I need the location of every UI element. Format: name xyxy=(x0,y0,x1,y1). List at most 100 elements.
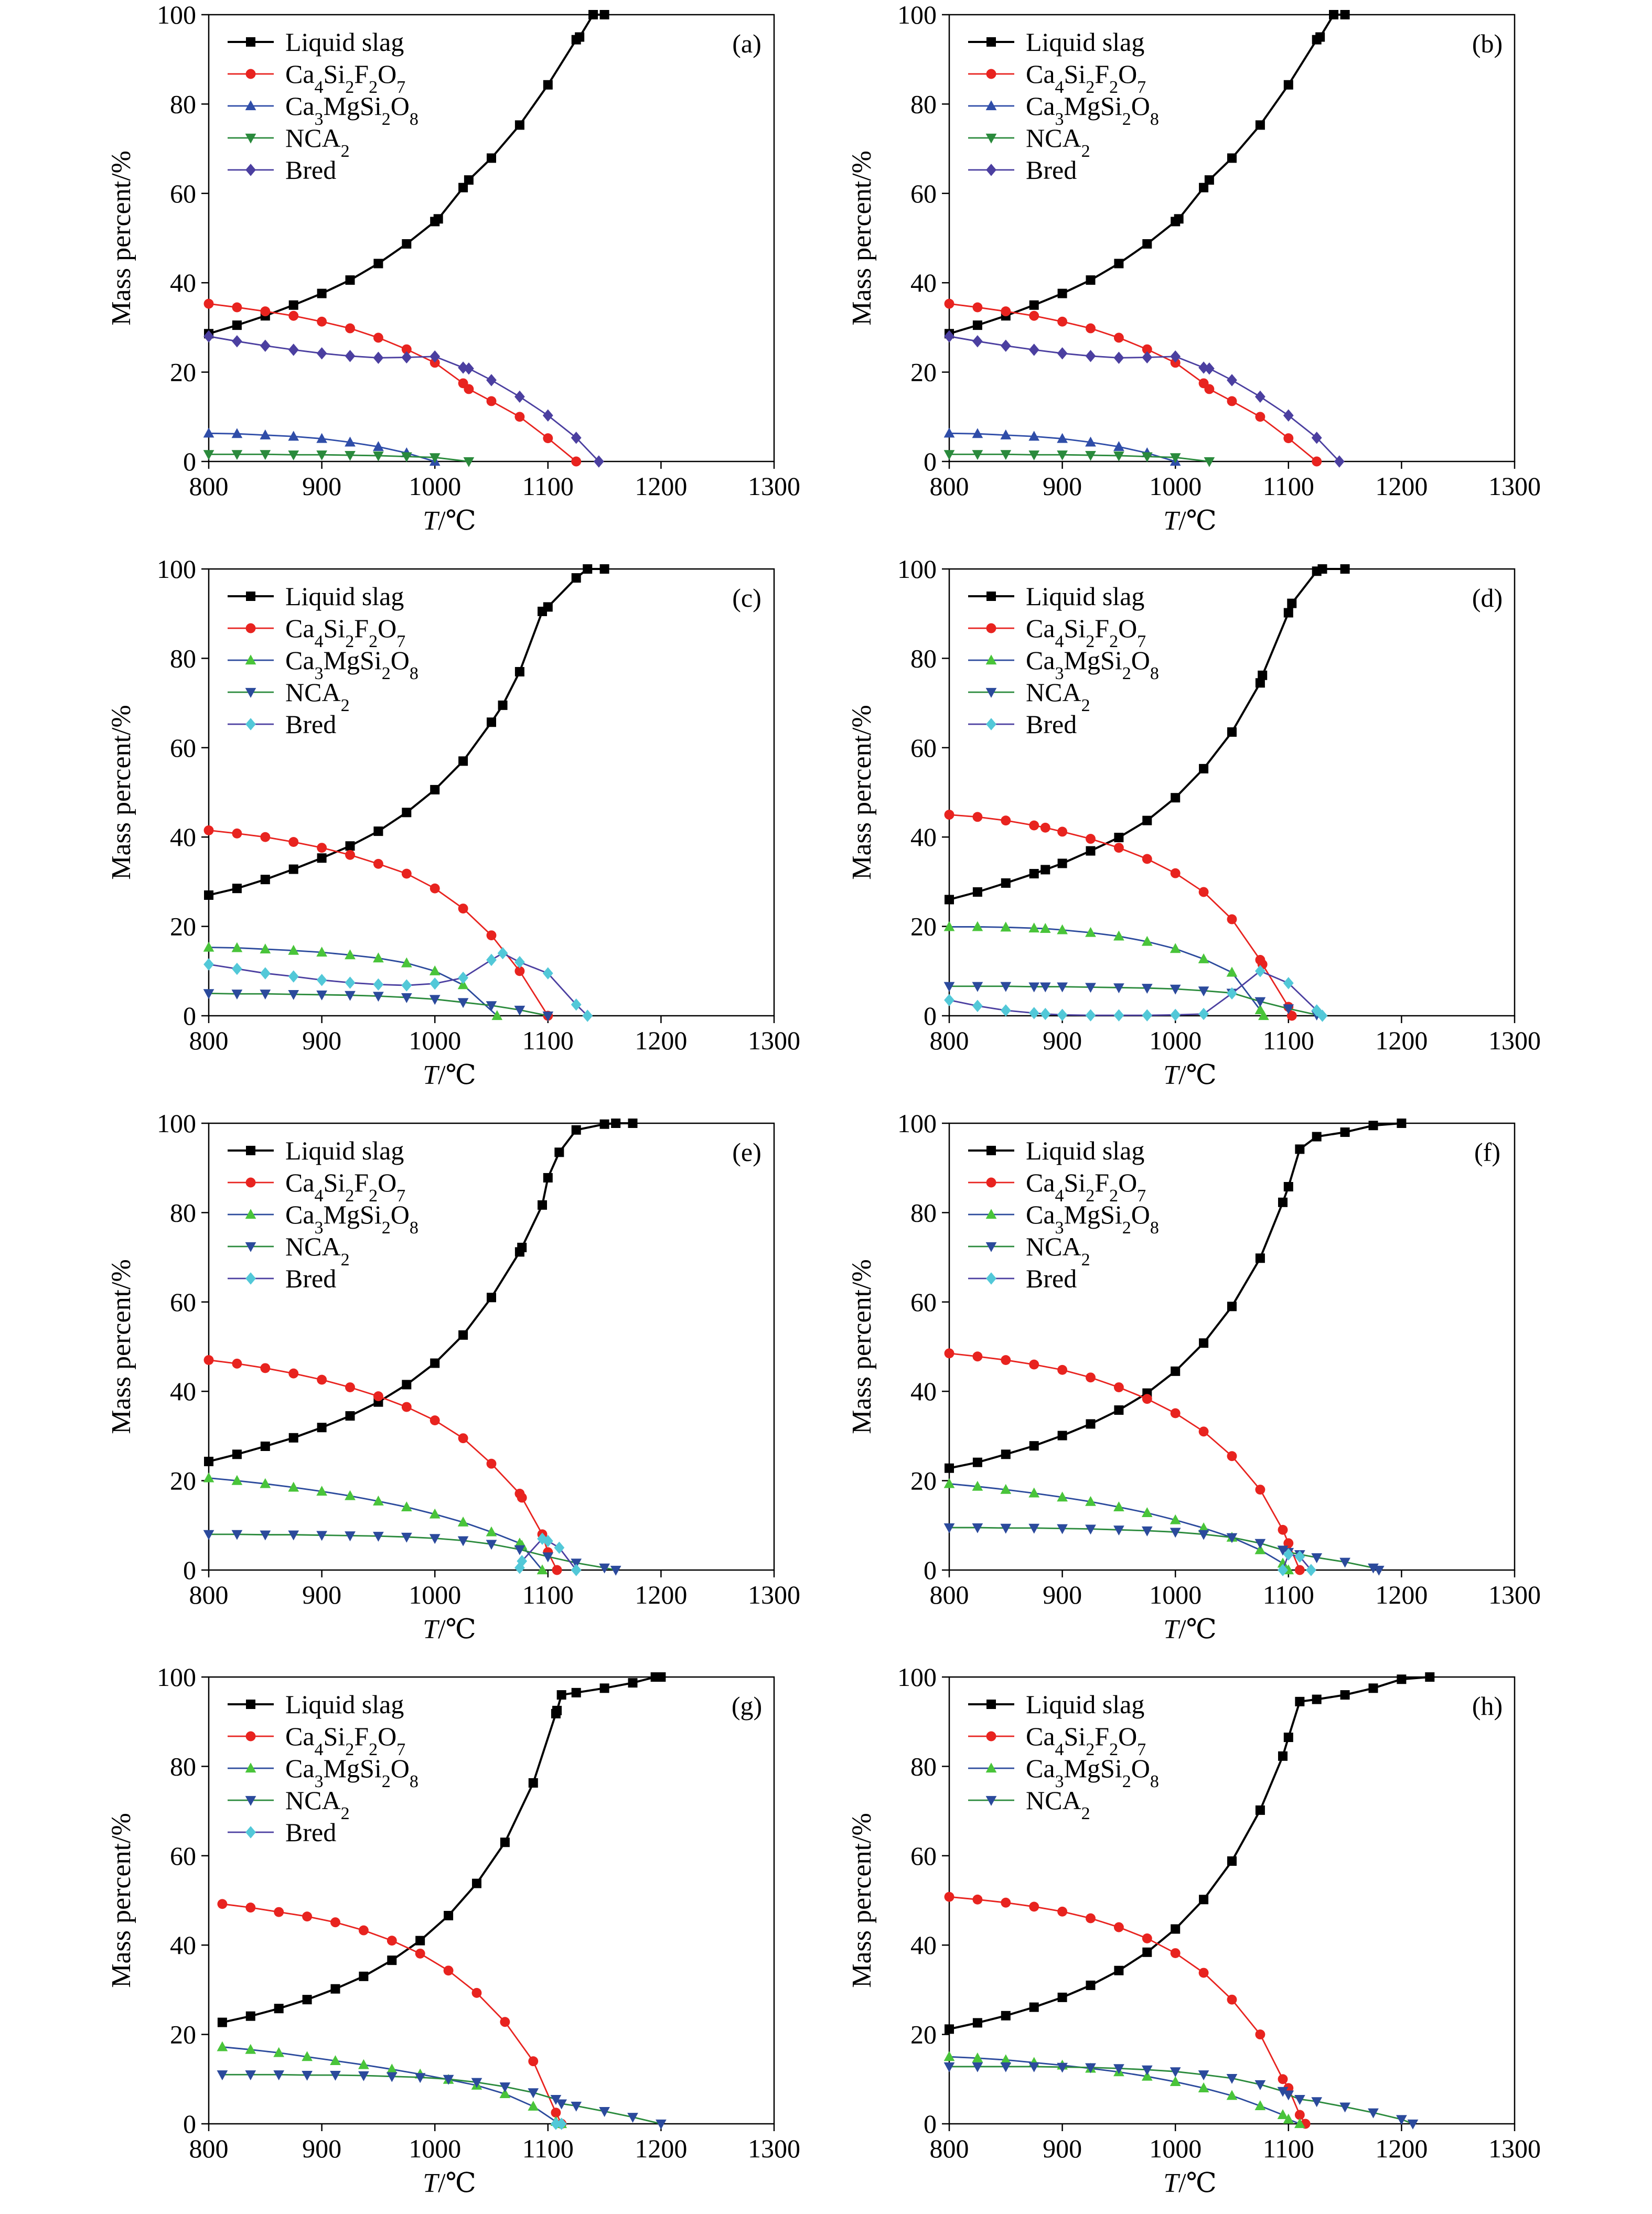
data-point xyxy=(345,450,356,461)
data-point xyxy=(345,949,356,960)
data-point xyxy=(1085,1009,1096,1022)
data-point xyxy=(1198,361,1209,374)
data-point xyxy=(1028,1523,1040,1534)
data-point xyxy=(1204,362,1215,375)
legend-item-ca3mgsi2o8: Ca3MgSi2O8 xyxy=(228,1754,419,1791)
data-point xyxy=(528,1778,538,1788)
data-point xyxy=(588,10,598,19)
legend-marker xyxy=(986,718,996,730)
legend-item-bred: Bred xyxy=(228,1818,336,1847)
data-point xyxy=(517,1555,528,1567)
data-point xyxy=(1311,1553,1323,1563)
series-ca4si2f2o7 xyxy=(203,825,553,1021)
series-ca4si2f2o7 xyxy=(944,1891,1311,2129)
x-axis-label: T/℃ xyxy=(423,1615,476,1645)
legend-item-liquid: Liquid slag xyxy=(228,27,404,57)
chart-panel-c: 800 900 1000 1100 1200 1300 0 20 40 60 80 100 T/℃ Mas… xyxy=(106,554,800,1090)
y-tick-label: 20 xyxy=(170,912,196,941)
y-tick-label: 0 xyxy=(183,1555,196,1585)
data-point xyxy=(345,991,356,1001)
data-point xyxy=(1029,1441,1039,1451)
x-tick-label: 1000 xyxy=(1149,1026,1202,1055)
data-point xyxy=(1000,1523,1012,1534)
data-point xyxy=(232,962,242,975)
data-point xyxy=(316,1531,327,1541)
data-point xyxy=(945,2024,954,2034)
data-point xyxy=(486,396,497,406)
y-tick-label: 0 xyxy=(924,1001,937,1030)
data-point xyxy=(1000,1484,1012,1494)
series-line-liquid xyxy=(208,14,605,335)
legend-label: Liquid slag xyxy=(285,1690,404,1719)
series-liquid xyxy=(204,10,609,339)
data-point xyxy=(373,451,384,461)
data-point xyxy=(203,941,214,952)
data-point xyxy=(575,32,585,42)
data-point xyxy=(1204,175,1214,185)
data-point xyxy=(1085,350,1096,362)
data-point xyxy=(316,347,327,360)
data-point xyxy=(571,1688,581,1697)
series-line-ca3mgsi2o8 xyxy=(222,2046,562,2125)
data-point xyxy=(1057,316,1068,327)
data-point xyxy=(1198,1522,1209,1533)
data-point xyxy=(556,2099,567,2110)
data-point xyxy=(1312,456,1322,467)
data-point xyxy=(260,967,271,980)
series-line-nca2 xyxy=(209,1533,616,1571)
data-point xyxy=(1029,869,1039,879)
legend-item-ca4si2f2o7: Ca4Si2F2O7 xyxy=(968,1168,1146,1206)
x-tick-label: 1000 xyxy=(409,2134,461,2163)
data-point xyxy=(471,1878,481,1888)
data-point xyxy=(1312,1132,1322,1142)
data-point xyxy=(1170,984,1181,995)
data-point xyxy=(1226,2073,1238,2084)
data-point xyxy=(414,2073,426,2083)
series-nca2 xyxy=(943,1523,1385,1576)
legend-label: Liquid slag xyxy=(1026,1136,1144,1165)
data-point xyxy=(401,344,412,354)
data-point xyxy=(1397,1674,1407,1684)
data-point xyxy=(203,1355,214,1366)
data-point xyxy=(550,2118,561,2130)
chart-panel-e: 800 900 1000 1100 1200 1300 0 20 40 60 80 100 T/℃ Mas… xyxy=(106,1109,800,1645)
legend-marker xyxy=(246,592,255,601)
series-line-liquid xyxy=(208,1122,633,1463)
data-point xyxy=(542,1534,553,1547)
data-point xyxy=(1085,983,1096,993)
legend-item-ca4si2f2o7: Ca4Si2F2O7 xyxy=(228,59,405,97)
data-point xyxy=(288,837,299,847)
data-point xyxy=(497,947,508,960)
x-axis-label: T/℃ xyxy=(1163,1060,1217,1090)
data-point xyxy=(1283,1733,1293,1743)
data-point xyxy=(1227,153,1237,163)
legend-item-ca3mgsi2o8: Ca3MgSi2O8 xyxy=(968,1200,1159,1238)
data-point xyxy=(1000,2062,1012,2072)
series-liquid xyxy=(945,564,1350,905)
x-tick-label: 900 xyxy=(302,471,341,501)
x-tick-label: 1100 xyxy=(1263,471,1314,501)
x-tick-label: 1200 xyxy=(1375,471,1428,501)
data-point xyxy=(1198,887,1209,897)
legend-item-nca2: NCA2 xyxy=(968,678,1090,715)
y-tick-label: 20 xyxy=(170,358,196,387)
data-point xyxy=(599,2107,610,2117)
panel-label: (c) xyxy=(732,583,761,612)
data-point xyxy=(528,2056,539,2067)
legend-label: Bred xyxy=(1026,155,1077,185)
y-tick-label: 80 xyxy=(170,1751,196,1781)
y-tick-label: 60 xyxy=(170,733,196,762)
x-tick-label: 900 xyxy=(302,2134,341,2163)
data-point xyxy=(1171,1366,1181,1376)
legend-marker xyxy=(985,100,997,111)
y-tick-label: 100 xyxy=(897,1109,937,1138)
x-tick-label: 1300 xyxy=(748,1580,800,1609)
series-liquid xyxy=(945,1672,1435,2034)
y-tick-label: 40 xyxy=(910,822,937,852)
x-tick-label: 1300 xyxy=(748,2134,800,2163)
legend-marker xyxy=(245,654,256,665)
panel-label: (f) xyxy=(1474,1137,1500,1167)
data-point xyxy=(1283,977,1294,990)
